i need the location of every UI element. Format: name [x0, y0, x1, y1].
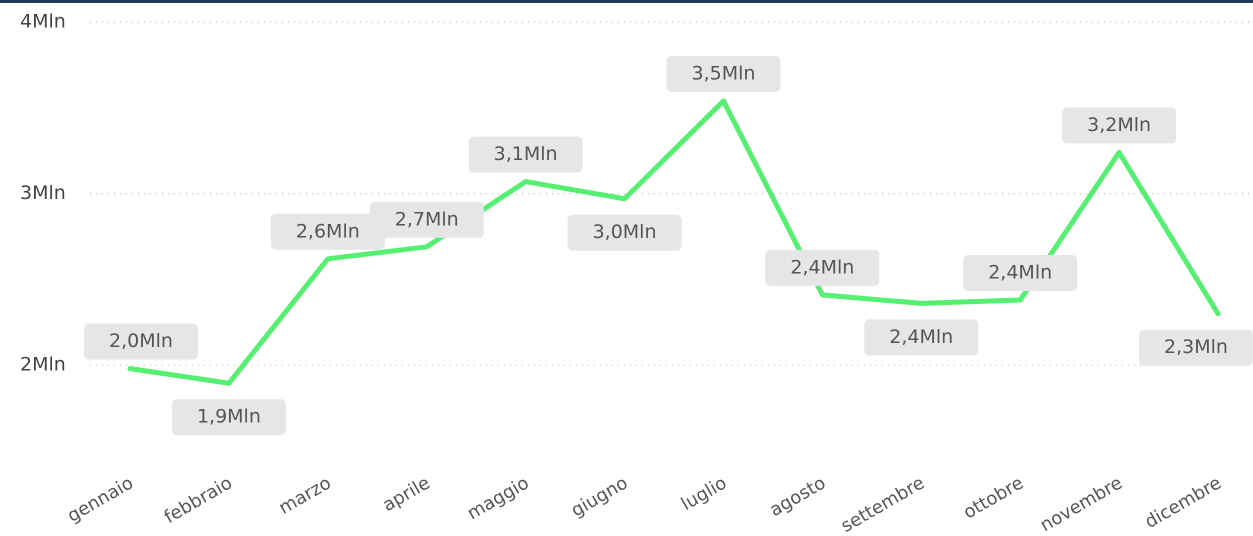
x-tick-label: agosto	[766, 472, 829, 521]
data-label-text: 3,0Mln	[593, 221, 657, 243]
data-label-box	[666, 55, 781, 92]
data-label-text: 2,0Mln	[109, 330, 173, 352]
data-label: 3,2Mln	[1062, 107, 1177, 144]
x-tick-label: aprile	[379, 472, 434, 516]
data-label-box	[468, 136, 583, 173]
data-label-text: 2,6Mln	[296, 220, 360, 242]
x-tick-label: febbraio	[161, 472, 236, 528]
data-label-box	[864, 319, 979, 356]
x-tick-label: dicembre	[1141, 472, 1225, 532]
data-label: 2,3Mln	[1139, 329, 1253, 366]
data-label-box	[567, 214, 682, 251]
data-label-box	[270, 213, 385, 250]
data-label-box	[963, 254, 1078, 291]
top-border	[0, 0, 1253, 3]
y-tick-label: 3Mln	[20, 182, 66, 204]
data-label: 3,5Mln	[666, 55, 781, 92]
data-label-box	[1062, 107, 1177, 144]
y-tick-label: 4Mln	[20, 11, 66, 33]
x-tick-label: settembre	[838, 472, 929, 536]
data-label-box	[765, 249, 880, 286]
x-tick-label: giugno	[568, 472, 632, 521]
y-tick-label: 2Mln	[20, 354, 66, 376]
data-label: 2,6Mln	[270, 213, 385, 250]
data-label-box	[369, 201, 484, 238]
data-label: 3,1Mln	[468, 136, 583, 173]
data-label: 2,7Mln	[369, 201, 484, 238]
x-tick-label: novembre	[1037, 472, 1126, 536]
data-label-text: 2,4Mln	[988, 261, 1052, 283]
data-label-text: 2,4Mln	[790, 256, 854, 278]
data-label-text: 3,1Mln	[494, 143, 558, 165]
data-label-text: 2,3Mln	[1164, 336, 1228, 358]
x-tick-label: maggio	[464, 472, 533, 524]
data-label: 2,4Mln	[765, 249, 880, 286]
data-label: 2,0Mln	[84, 323, 198, 360]
data-label: 1,9Mln	[171, 399, 286, 436]
data-label-box	[1139, 329, 1253, 366]
data-label: 3,0Mln	[567, 214, 682, 251]
x-tick-label: marzo	[275, 472, 334, 518]
data-label-text: 3,2Mln	[1087, 114, 1151, 136]
data-label-box	[171, 399, 286, 436]
data-label-text: 2,4Mln	[889, 326, 953, 348]
x-tick-label: ottobre	[960, 472, 1027, 523]
data-label: 2,4Mln	[963, 254, 1078, 291]
data-label-text: 2,7Mln	[395, 208, 459, 230]
x-tick-label: luglio	[678, 472, 731, 515]
data-label-text: 3,5Mln	[691, 62, 755, 84]
x-tick-label: gennaio	[64, 472, 137, 526]
data-label: 2,4Mln	[864, 319, 979, 356]
data-label-box	[84, 323, 198, 360]
data-label-text: 1,9Mln	[197, 406, 261, 428]
